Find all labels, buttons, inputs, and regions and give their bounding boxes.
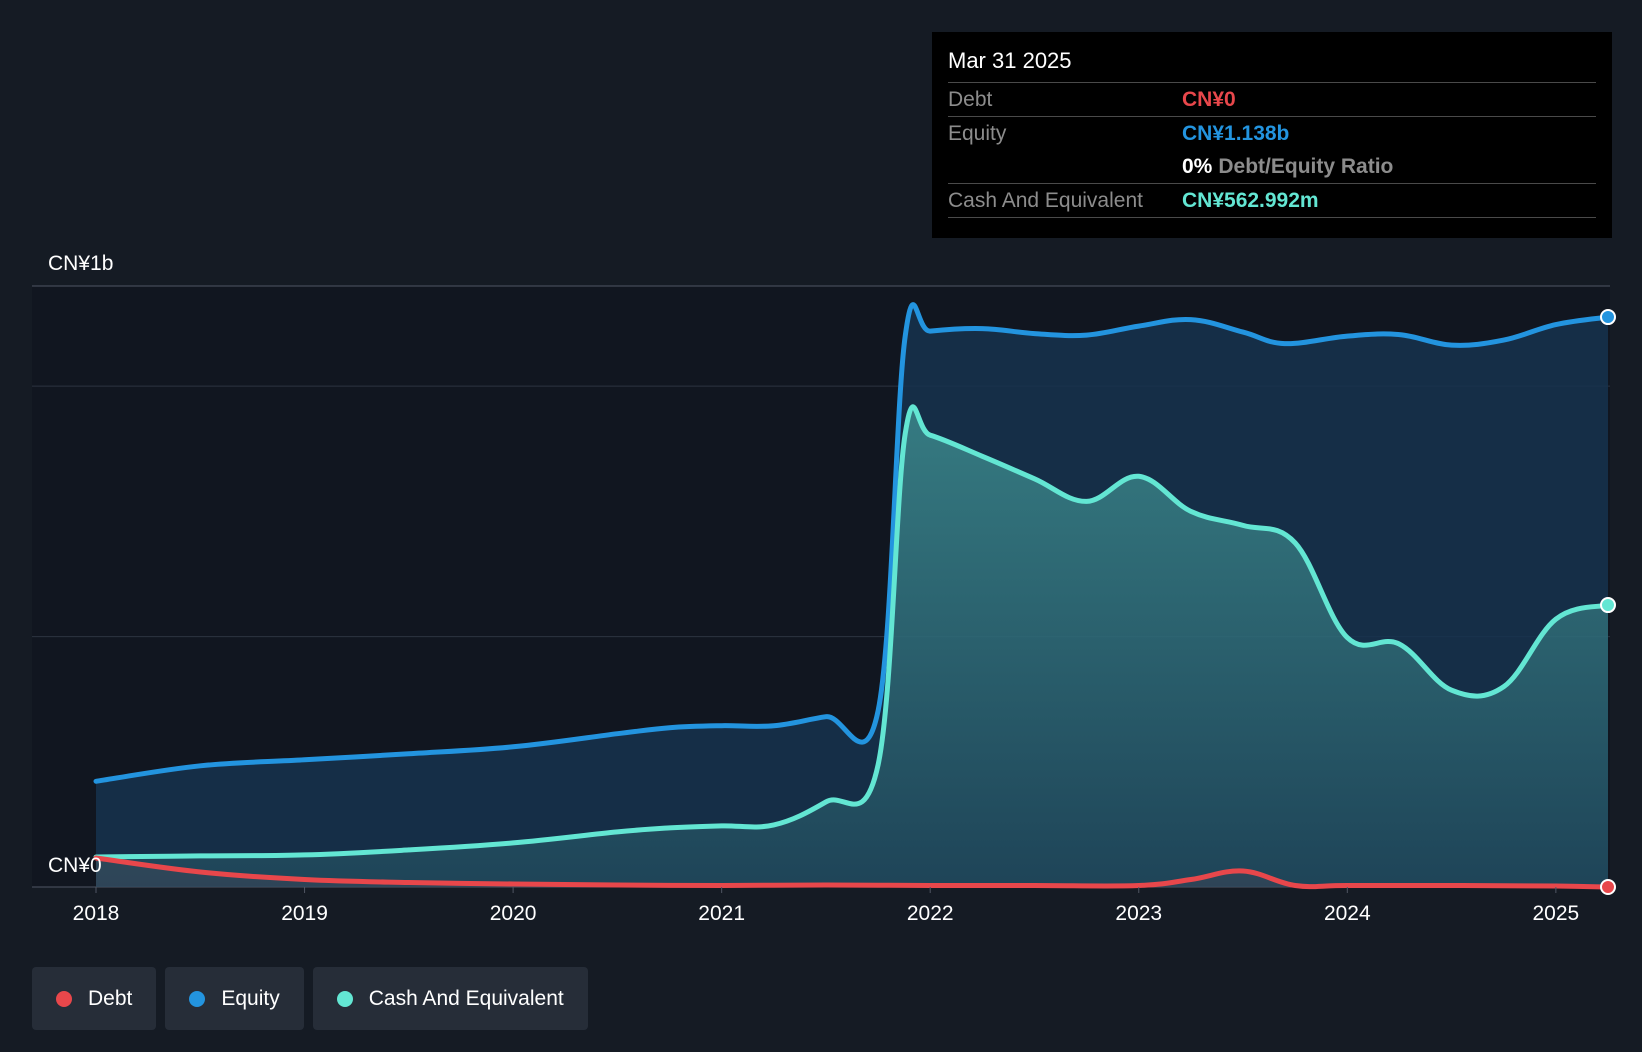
x-tick-label: 2021	[698, 902, 745, 925]
legend-item-debt[interactable]: Debt	[32, 967, 157, 1030]
data-tooltip: Mar 31 2025 Debt CN¥0 Equity CN¥1.138b 0…	[932, 32, 1612, 238]
x-tick-label: 2024	[1324, 902, 1371, 925]
cash-and-equivalent-line	[93, 404, 1611, 860]
tooltip-equity-label: Equity	[948, 121, 1007, 145]
debt-area	[96, 858, 1608, 887]
tooltip-cash-value: CN¥562.992m	[1182, 188, 1319, 212]
cash-dot-icon	[336, 990, 353, 1007]
tooltip-ratio-row: 0% Debt/Equity Ratio	[948, 150, 1596, 183]
legend-label-debt: Debt	[88, 986, 133, 1010]
x-tick-label: 2023	[1115, 902, 1162, 925]
debt-dot-icon	[56, 990, 72, 1007]
tooltip-cash-label: Cash And Equivalent	[948, 188, 1143, 212]
debt-end-marker	[1600, 879, 1616, 895]
x-tick-label: 2018	[73, 902, 120, 925]
equity-line	[93, 302, 1611, 784]
equity-dot-icon	[189, 990, 206, 1007]
tooltip-equity-row: Equity CN¥1.138b	[948, 116, 1596, 150]
cash-and-equivalent-end-marker	[1600, 597, 1616, 614]
debt-line	[93, 855, 1611, 890]
tooltip-debt-row: Debt CN¥0	[948, 82, 1596, 116]
tooltip-date: Mar 31 2025	[948, 48, 1072, 73]
tooltip-debt-value: CN¥0	[1182, 87, 1236, 111]
legend-label-cash: Cash And Equivalent	[368, 986, 564, 1010]
tooltip-cash-row: Cash And Equivalent CN¥562.992m	[948, 183, 1596, 218]
equity-end-marker	[1600, 309, 1616, 326]
x-tick-label: 2022	[907, 902, 954, 925]
x-tick-label: 2019	[281, 902, 328, 925]
legend-item-equity[interactable]: Equity	[165, 967, 304, 1030]
tooltip-ratio-value: 0%	[1182, 154, 1213, 178]
tooltip-equity-value: CN¥1.138b	[1182, 121, 1290, 145]
tooltip-debt-label: Debt	[948, 87, 993, 111]
legend-label-equity: Equity	[221, 986, 280, 1010]
legend-item-cash[interactable]: Cash And Equivalent	[312, 967, 588, 1030]
y-axis-label: CN¥0	[48, 854, 102, 877]
chart-legend: Debt Equity Cash And Equivalent	[32, 967, 588, 1030]
cash-and-equivalent-area	[96, 406, 1608, 887]
x-tick-label: 2025	[1533, 902, 1580, 925]
tooltip-ratio-label: Debt/Equity Ratio	[1218, 154, 1394, 178]
x-tick-label: 2020	[490, 902, 537, 925]
y-axis-label: CN¥1b	[48, 252, 113, 275]
